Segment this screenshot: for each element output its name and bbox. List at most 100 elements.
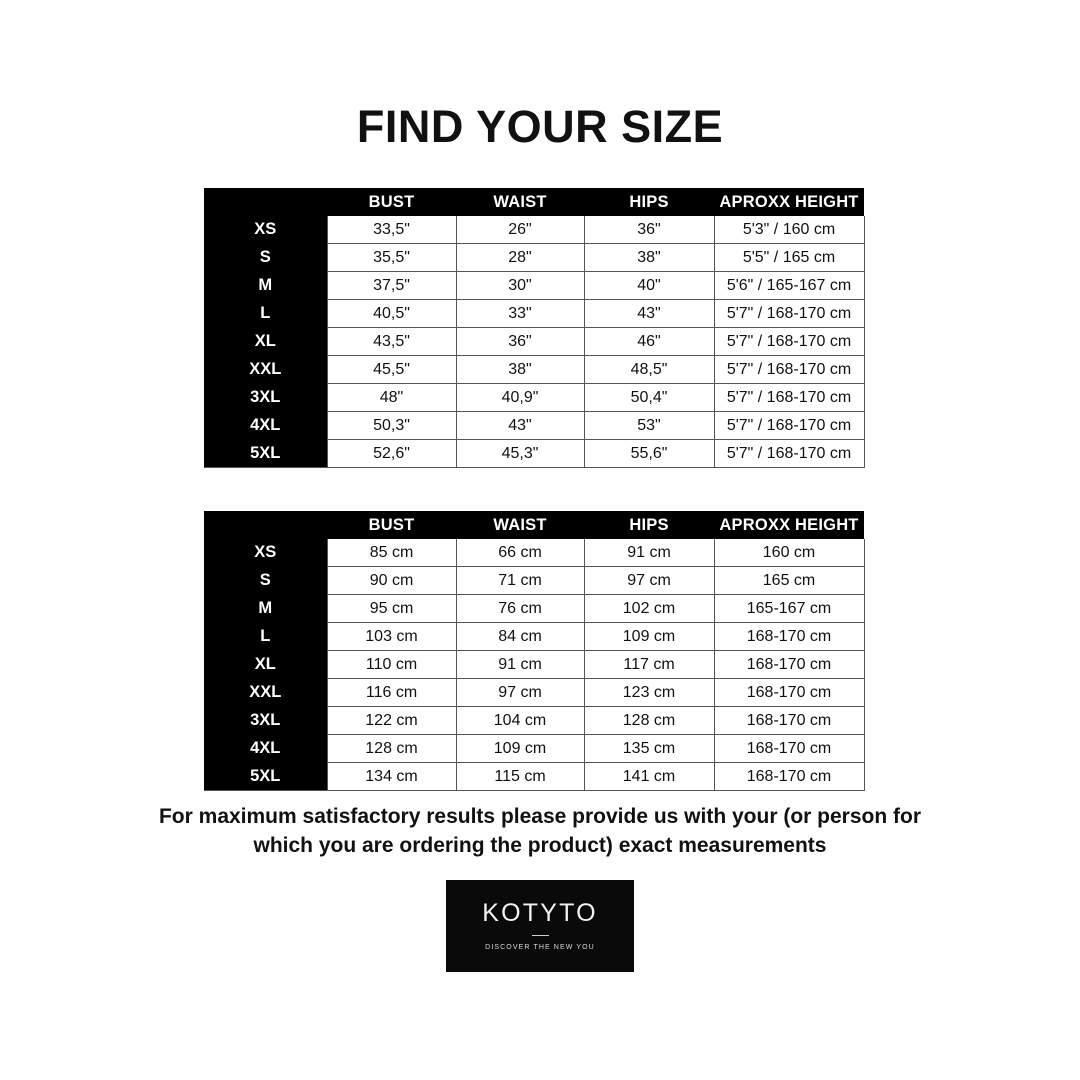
measurement-cell: 45,5" <box>326 355 457 384</box>
column-header-waist: WAIST <box>456 511 584 539</box>
size-label-cell: M <box>204 271 327 300</box>
measurement-cell: 37,5" <box>326 271 457 300</box>
measurement-cell: 110 cm <box>326 650 457 679</box>
column-header-size <box>204 188 327 216</box>
measurement-cell: 134 cm <box>326 762 457 791</box>
table-row: XL 43,5" 36" 46" 5'7" / 168-170 cm <box>204 327 865 356</box>
measurement-cell: 33,5" <box>326 216 457 244</box>
column-header-waist: WAIST <box>456 188 584 216</box>
measurement-cell: 5'7" / 168-170 cm <box>714 411 865 440</box>
measurement-cell: 141 cm <box>584 762 715 791</box>
size-table-centimeters: BUST WAIST HIPS APROXX HEIGHT XS 85 cm 66 … <box>204 511 865 791</box>
measurement-cell: 123 cm <box>584 678 715 707</box>
table-row: M 37,5" 30" 40" 5'6" / 165-167 cm <box>204 271 865 300</box>
table-row: L 40,5" 33" 43" 5'7" / 168-170 cm <box>204 299 865 328</box>
measurement-cell: 40,5" <box>326 299 457 328</box>
table-row: M 95 cm 76 cm 102 cm 165-167 cm <box>204 594 865 623</box>
measurement-cell: 28" <box>456 243 585 272</box>
measurement-cell: 97 cm <box>584 566 715 595</box>
measurement-cell: 97 cm <box>456 678 585 707</box>
measurement-cell: 102 cm <box>584 594 715 623</box>
measurement-cell: 168-170 cm <box>714 622 865 651</box>
measurement-cell: 48" <box>326 383 457 412</box>
brand-logo: KOTYTO DISCOVER THE NEW YOU <box>446 880 634 972</box>
column-header-hips: HIPS <box>584 511 714 539</box>
measurement-cell: 168-170 cm <box>714 650 865 679</box>
measurement-cell: 5'5" / 165 cm <box>714 243 865 272</box>
measurement-cell: 5'7" / 168-170 cm <box>714 383 865 412</box>
measurement-cell: 5'7" / 168-170 cm <box>714 327 865 356</box>
measurement-cell: 53" <box>584 411 715 440</box>
measurement-cell: 40" <box>584 271 715 300</box>
measurement-cell: 33" <box>456 299 585 328</box>
measurement-cell: 5'7" / 168-170 cm <box>714 299 865 328</box>
size-label-cell: 3XL <box>204 706 327 735</box>
measurement-cell: 43" <box>456 411 585 440</box>
table-row: S 90 cm 71 cm 97 cm 165 cm <box>204 566 865 595</box>
measurement-cell: 66 cm <box>456 539 585 567</box>
measurement-cell: 90 cm <box>326 566 457 595</box>
size-label-cell: 4XL <box>204 734 327 763</box>
measurement-cell: 91 cm <box>584 539 715 567</box>
table-row: 3XL 48" 40,9" 50,4" 5'7" / 168-170 cm <box>204 383 865 412</box>
measurement-cell: 43,5" <box>326 327 457 356</box>
table-row: S 35,5" 28" 38" 5'5" / 165 cm <box>204 243 865 272</box>
measurement-cell: 30" <box>456 271 585 300</box>
measurement-cell: 116 cm <box>326 678 457 707</box>
measurement-cell: 117 cm <box>584 650 715 679</box>
column-header-height: APROXX HEIGHT <box>714 188 864 216</box>
measurement-cell: 115 cm <box>456 762 585 791</box>
measurement-cell: 5'7" / 168-170 cm <box>714 355 865 384</box>
measurement-cell: 38" <box>456 355 585 384</box>
measurement-cell: 85 cm <box>326 539 457 567</box>
measurement-cell: 52,6" <box>326 439 457 468</box>
table-row: XXL 116 cm 97 cm 123 cm 168-170 cm <box>204 678 865 707</box>
size-table-inches: BUST WAIST HIPS APROXX HEIGHT XS 33,5" 26"… <box>204 188 865 468</box>
column-header-bust: BUST <box>327 188 456 216</box>
size-label-cell: 3XL <box>204 383 327 412</box>
measurement-cell: 40,9" <box>456 383 585 412</box>
measurement-cell: 43" <box>584 299 715 328</box>
measurement-cell: 55,6" <box>584 439 715 468</box>
measurement-cell: 45,3" <box>456 439 585 468</box>
table-row: XL 110 cm 91 cm 117 cm 168-170 cm <box>204 650 865 679</box>
footer-note-line-2: which you are ordering the product) exac… <box>253 834 827 857</box>
table-row: XS 33,5" 26" 36" 5'3" / 160 cm <box>204 216 865 244</box>
table-row: XS 85 cm 66 cm 91 cm 160 cm <box>204 539 865 567</box>
measurement-cell: 5'7" / 168-170 cm <box>714 439 865 468</box>
measurement-cell: 84 cm <box>456 622 585 651</box>
measurement-cell: 165 cm <box>714 566 865 595</box>
measurement-cell: 71 cm <box>456 566 585 595</box>
measurement-cell: 36" <box>584 216 715 244</box>
measurement-cell: 5'3" / 160 cm <box>714 216 865 244</box>
column-header-hips: HIPS <box>584 188 714 216</box>
measurement-cell: 91 cm <box>456 650 585 679</box>
measurement-cell: 103 cm <box>326 622 457 651</box>
brand-name: KOTYTO <box>482 898 598 927</box>
measurement-cell: 5'6" / 165-167 cm <box>714 271 865 300</box>
measurement-cell: 46" <box>584 327 715 356</box>
size-label-cell: M <box>204 594 327 623</box>
measurement-cell: 168-170 cm <box>714 734 865 763</box>
measurement-cell: 95 cm <box>326 594 457 623</box>
column-header-height: APROXX HEIGHT <box>714 511 864 539</box>
page-title: FIND YOUR SIZE <box>356 101 724 152</box>
size-label-cell: L <box>204 299 327 328</box>
size-label-cell: XXL <box>204 355 327 384</box>
measurement-cell: 35,5" <box>326 243 457 272</box>
table-header-row: BUST WAIST HIPS APROXX HEIGHT <box>204 511 864 539</box>
size-label-cell: S <box>204 243 327 272</box>
size-label-cell: 5XL <box>204 762 327 791</box>
size-label-cell: XS <box>204 539 327 567</box>
size-label-cell: XXL <box>204 678 327 707</box>
size-label-cell: L <box>204 622 327 651</box>
column-header-bust: BUST <box>327 511 456 539</box>
measurement-cell: 122 cm <box>326 706 457 735</box>
measurement-cell: 135 cm <box>584 734 715 763</box>
measurement-cell: 168-170 cm <box>714 678 865 707</box>
size-label-cell: XL <box>204 327 327 356</box>
size-label-cell: S <box>204 566 327 595</box>
footer-note-line-1: For maximum satisfactory results please … <box>158 805 922 828</box>
measurement-cell: 26" <box>456 216 585 244</box>
